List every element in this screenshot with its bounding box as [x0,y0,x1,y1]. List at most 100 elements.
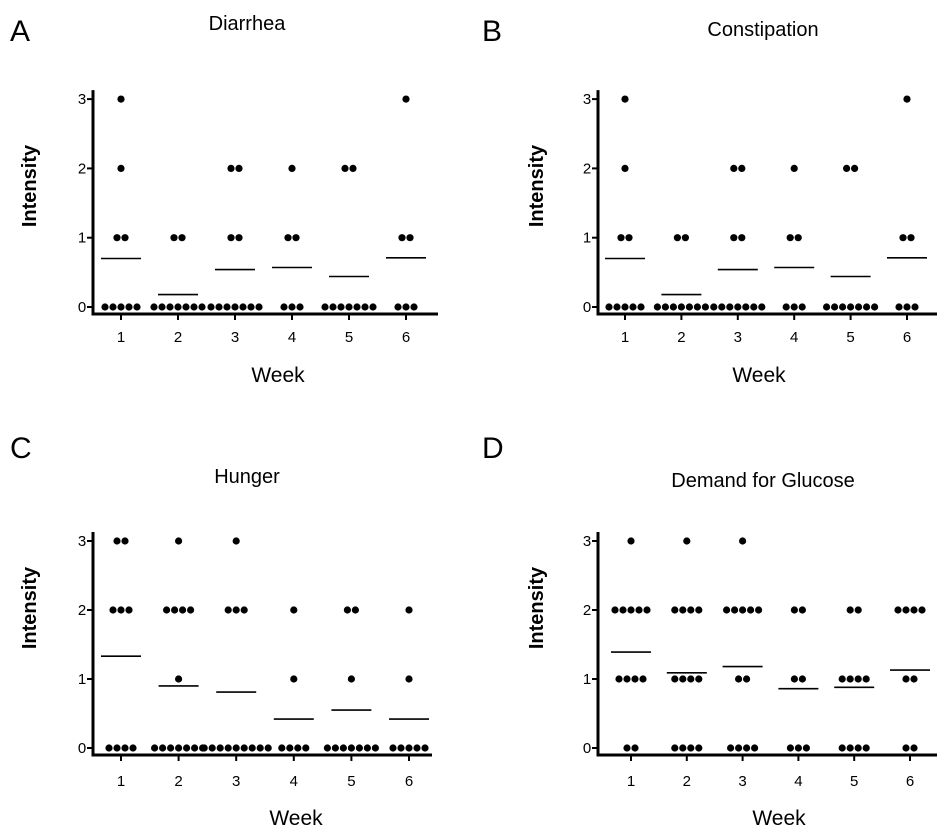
data-point [679,675,687,683]
y-tick-label: 3 [78,533,86,550]
data-point [232,744,240,752]
data-point [117,303,125,311]
x-tick-label: 4 [288,329,296,346]
data-point [747,606,755,614]
data-point [323,744,331,752]
data-point [695,675,703,683]
data-point [247,303,255,311]
data-point [369,303,377,311]
data-point [208,744,216,752]
x-axis-label: Week [251,364,305,387]
data-point [329,303,337,311]
data-point [613,303,621,311]
data-point [292,234,300,242]
data-point [727,744,735,752]
data-point [743,675,751,683]
data-point [903,303,911,311]
data-point [843,164,851,172]
data-point [743,744,751,752]
data-point [337,303,345,311]
chart-title: Hunger [214,466,280,488]
data-point [627,606,635,614]
data-point [871,303,879,311]
data-point [190,303,198,311]
y-axis-label: Intensity [19,566,41,649]
data-point [726,303,734,311]
data-point [687,606,695,614]
x-tick-label: 4 [794,773,802,790]
data-point [635,606,643,614]
data-point [402,303,410,311]
data-point [240,744,248,752]
data-point [758,303,766,311]
data-point [902,744,910,752]
data-point [838,744,846,752]
data-point [255,303,263,311]
data-point [406,234,414,242]
data-point [117,606,125,614]
data-point [794,744,803,752]
data-point [339,744,347,752]
panel-letter: A [10,15,30,48]
data-point [413,744,421,752]
plot-area: 0 1 2 3 1 2 3 4 5 6 [583,532,937,790]
data-point [133,303,141,311]
data-point [637,303,645,311]
data-point [611,606,619,614]
data-point [790,675,799,683]
data-point [294,744,302,752]
data-point [394,303,402,311]
x-axis-label: Week [732,364,786,387]
y-axis-label: Intensity [526,144,548,227]
data-point [738,164,746,172]
data-point [331,744,339,752]
data-point [235,234,243,242]
data-point [671,744,679,752]
y-tick-label: 3 [583,91,591,108]
data-point [198,303,206,311]
data-point [175,744,183,752]
data-point [621,303,629,311]
y-tick-label: 0 [583,299,591,316]
y-tick-label: 3 [78,91,86,108]
data-point [798,303,806,311]
data-point [216,744,224,752]
data-point [187,606,195,614]
data-point [679,744,687,752]
data-point [755,606,763,614]
panel-a: A Diarrhea Intensity Week 0 1 2 3 1 2 3 4 5 6 [10,13,438,387]
y-tick-label: 2 [78,602,86,619]
x-tick-label: 2 [174,773,182,790]
data-point [615,675,623,683]
data-point [669,303,678,311]
data-point [351,606,359,614]
x-tick-label: 6 [906,773,914,790]
data-point [288,303,296,311]
x-tick-label: 3 [734,329,742,346]
data-point [158,303,166,311]
data-point [397,744,405,752]
data-point [687,744,695,752]
data-point [639,675,647,683]
data-point [730,164,738,172]
data-point [343,606,351,614]
panel-letter: C [10,432,32,465]
data-point [284,234,292,242]
y-tick-label: 1 [78,671,86,688]
data-point [171,606,179,614]
x-tick-label: 4 [290,773,298,790]
data-point [895,303,903,311]
data-point [623,744,631,752]
data-point [345,303,353,311]
data-point [296,303,304,311]
data-point [683,537,691,545]
data-point [695,744,703,752]
data-point [621,95,629,103]
data-point [802,744,811,752]
x-tick-label: 5 [345,329,353,346]
data-point [742,303,750,311]
data-point [681,234,690,242]
data-point [629,303,637,311]
data-point [798,606,807,614]
data-point [179,606,187,614]
